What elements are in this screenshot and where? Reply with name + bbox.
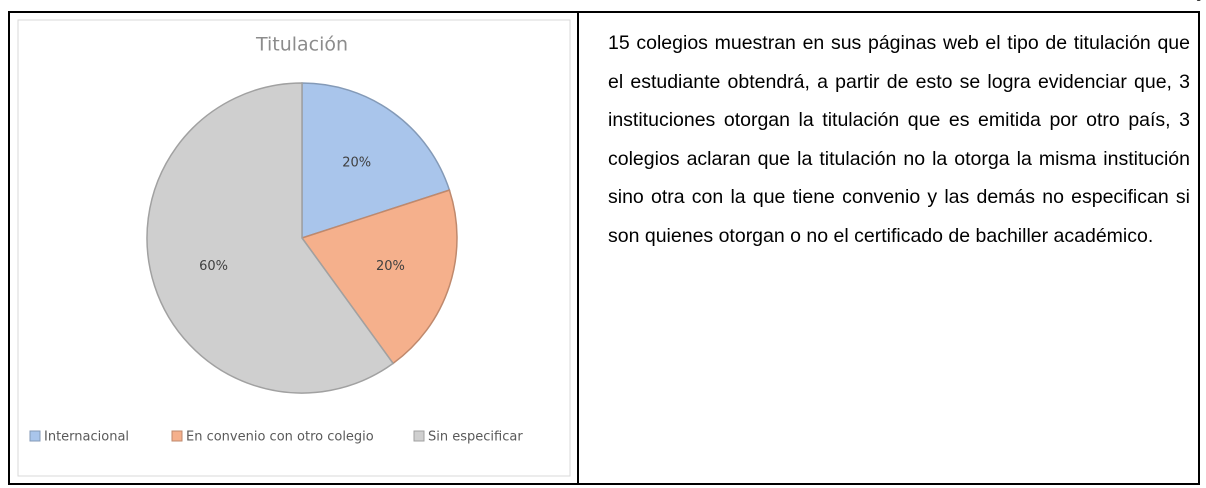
legend-label: Sin especificar xyxy=(428,430,523,445)
pie-slice xyxy=(146,82,395,394)
legend-label: En convenio con otro colegio xyxy=(186,430,374,445)
pie-slice xyxy=(300,189,458,365)
data-label: 60% xyxy=(199,259,228,274)
data-label: 20% xyxy=(376,259,405,274)
legend-label: Internacional xyxy=(44,430,129,445)
data-label: 20% xyxy=(342,155,371,170)
pie-slice xyxy=(301,82,451,240)
legend-swatch xyxy=(171,430,183,442)
legend-swatch xyxy=(413,430,425,442)
chart-frame xyxy=(17,19,571,477)
page-number: 9 xyxy=(1196,0,1202,4)
paragraph: 15 colegios muestran en sus páginas web … xyxy=(608,32,1190,247)
legend-swatch xyxy=(29,430,41,442)
chart-title: Titulación xyxy=(255,34,348,56)
